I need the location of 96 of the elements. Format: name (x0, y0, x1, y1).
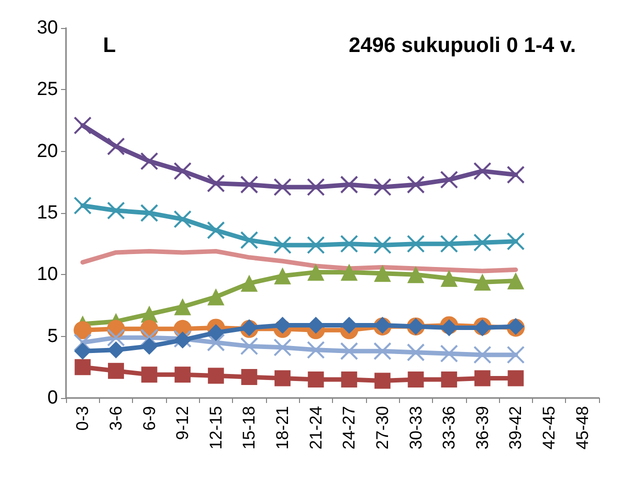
point (74, 116, 92, 134)
point (340, 234, 358, 253)
point (274, 178, 292, 196)
point (206, 334, 225, 352)
point (408, 372, 424, 388)
point (240, 337, 258, 356)
point (373, 236, 392, 254)
point (406, 234, 425, 253)
x-tick-label: 45-48 (572, 406, 592, 450)
point (107, 341, 124, 358)
y-tick-label: 10 (36, 264, 58, 286)
x-tick-label: 15-18 (240, 406, 259, 450)
point (440, 234, 458, 253)
point (174, 366, 191, 383)
point (140, 152, 158, 170)
point (141, 366, 158, 383)
point (174, 298, 192, 316)
point (74, 321, 92, 340)
point (274, 370, 291, 386)
x-tick-label: 18-21 (273, 406, 292, 450)
x-tick-label: 39-42 (506, 406, 526, 450)
point (373, 342, 392, 360)
point (208, 368, 224, 384)
x-tick-label: 6-9 (140, 406, 159, 431)
point (374, 372, 390, 389)
point (140, 328, 158, 347)
x-tick-label: 0-3 (73, 406, 92, 431)
y-tick-label: 25 (36, 79, 58, 100)
y-tick-label: 0 (47, 388, 58, 408)
point (207, 288, 224, 306)
point (306, 178, 325, 196)
y-tick-label: 15 (36, 202, 58, 224)
point (474, 274, 491, 291)
point (174, 210, 192, 228)
y-tick-label: 20 (36, 140, 58, 162)
point (140, 204, 158, 222)
point (307, 264, 324, 281)
point (374, 264, 391, 282)
point (440, 270, 458, 287)
point (207, 324, 224, 342)
chart-title: 2496 sukupuoli 0 1-4 v. (348, 34, 576, 57)
point (274, 338, 292, 356)
y-tick-label: 5 (47, 326, 58, 347)
point (206, 174, 225, 192)
point (474, 370, 490, 386)
point (407, 266, 424, 284)
x-tick-label: 27-30 (372, 406, 392, 450)
point (506, 232, 525, 250)
point (473, 162, 492, 180)
point (106, 202, 125, 220)
point (506, 166, 525, 184)
point (174, 162, 192, 180)
x-tick-label: 9-12 (173, 406, 192, 440)
x-tick-label: 42-45 (540, 406, 559, 450)
point (241, 369, 258, 386)
point (340, 176, 358, 194)
point (106, 137, 125, 156)
point (406, 343, 425, 362)
point (206, 221, 225, 240)
point (74, 334, 92, 352)
point (274, 236, 292, 254)
point (440, 170, 458, 189)
point (441, 372, 458, 388)
point (473, 346, 492, 364)
point (240, 274, 258, 292)
point (106, 328, 125, 347)
point (506, 346, 525, 364)
point (306, 340, 325, 359)
point (308, 372, 324, 388)
point (340, 342, 358, 360)
point (373, 178, 392, 196)
x-tick-label: 12-15 (206, 406, 226, 450)
point (440, 344, 458, 363)
point (473, 234, 492, 252)
x-tick-label: 21-24 (306, 406, 326, 450)
x-tick-label: 3-6 (106, 406, 126, 431)
x-tick-label: 33-36 (440, 406, 459, 450)
point (406, 176, 425, 194)
point (74, 359, 91, 376)
point (340, 264, 358, 281)
point (274, 267, 292, 284)
point (74, 342, 92, 360)
point (240, 176, 258, 194)
point (508, 370, 524, 386)
x-tick-label: 36-39 (472, 406, 492, 450)
annotation: L (103, 34, 116, 57)
x-tick-label: 30-33 (406, 406, 426, 450)
point (140, 338, 158, 355)
point (74, 196, 92, 215)
x-tick-label: 24-27 (340, 406, 359, 450)
point (240, 231, 258, 250)
point (108, 362, 124, 379)
point (507, 272, 524, 290)
y-tick-label: 30 (36, 18, 58, 38)
point (306, 236, 325, 254)
point (341, 372, 358, 388)
